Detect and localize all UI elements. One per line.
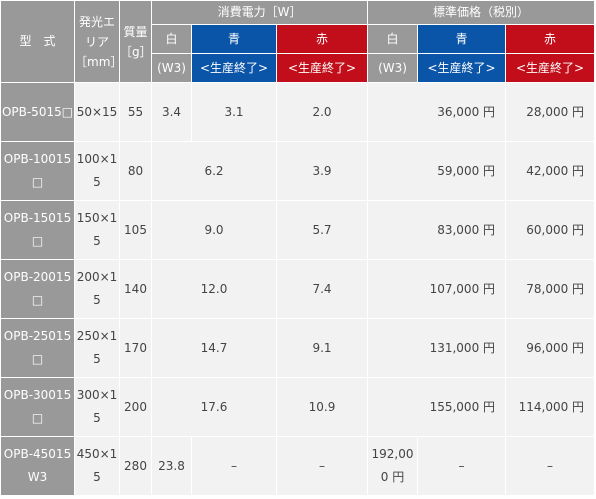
price-blue-cell: – [417,436,507,496]
header-price-blue-status: <生産終了> [427,61,496,75]
model-cell: OPB-5015□ [0,82,75,142]
price-white-blue-cell: 59,000 円 [367,141,507,201]
header-emit-area: 発光エリア［mm］ [74,0,122,83]
header-price-blue-label: 青 [455,32,468,46]
header-price-white-sub: (W3) [367,53,419,83]
model-cell: OPB-15015□ [0,200,75,260]
price-white-blue-cell: 131,000 円 [367,318,507,378]
power-blue-cell: 3.1 [191,82,277,142]
area-cell: 150×15 [74,200,120,260]
header-price-white-code: (W3) [378,61,407,75]
header-price: 標準価格（税別） [367,0,596,25]
price-red-cell: 114,000 円 [505,377,596,437]
header-power-white-code: (W3) [157,61,186,75]
price-red-cell: 78,000 円 [505,259,596,319]
power-red-cell: – [275,436,369,496]
header-power-white-sub: (W3) [151,53,192,83]
header-model: 型 式 [0,0,75,83]
table-row: OPB-30015□ 300×15 200 17.6 10.9 155,000 … [0,377,596,437]
header-power-blue-sub: <生産終了> [191,53,277,83]
header-price-blue-sub: <生産終了> [417,53,507,83]
area-cell: 250×15 [74,318,120,378]
header-power-white-label: 白 [165,32,178,46]
price-white-blue-cell: 36,000 円 [367,82,507,142]
price-red-cell: 28,000 円 [505,82,596,142]
power-white-blue-cell: 12.0 [151,259,277,319]
header-power-red: 赤 [275,24,369,54]
header-power: 消費電力［W］ [150,0,369,25]
price-red-cell: 60,000 円 [505,200,596,260]
price-red-cell: 42,000 円 [505,141,596,201]
power-white-blue-cell: 17.6 [151,377,277,437]
header-power-red-sub: <生産終了> [275,53,369,83]
price-red-cell: – [505,436,596,496]
header-power-white: 白 [151,24,192,54]
price-white-blue-cell: 155,000 円 [367,377,507,437]
header-power-red-label: 赤 [316,32,329,46]
area-cell: 50×15 [74,82,120,142]
price-white-cell: 192,000 円 [367,436,419,496]
power-red-cell: 2.0 [275,82,369,142]
header-price-red-sub: <生産終了> [505,53,596,83]
price-white-blue-cell: 107,000 円 [367,259,507,319]
table-row: OPB-45015W3 450×15 280 23.8 – – 192,000 … [0,436,596,496]
model-cell: OPB-20015□ [0,259,75,319]
header-power-blue-label: 青 [227,32,240,46]
power-red-cell: 10.9 [275,377,369,437]
mass-cell: 200 [119,377,152,437]
header-mass: 質量［g］ [119,0,152,83]
header-power-blue: 青 [191,24,277,54]
table-row: OPB-20015□ 200×15 140 12.0 7.4 107,000 円… [0,259,596,319]
header-price-red-label: 赤 [544,32,557,46]
power-white-blue-cell: 9.0 [151,200,277,260]
price-white-blue-cell: 83,000 円 [367,200,507,260]
power-red-cell: 3.9 [275,141,369,201]
area-cell: 100×15 [74,141,120,201]
mass-cell: 105 [119,200,152,260]
header-price-white-label: 白 [386,32,399,46]
model-cell: OPB-10015□ [0,141,75,201]
power-red-cell: 7.4 [275,259,369,319]
header-price-red-status: <生産終了> [515,61,585,75]
mass-cell: 55 [119,82,152,142]
table-row: OPB-10015□ 100×15 80 6.2 3.9 59,000 円 42… [0,141,596,201]
header-price-white: 白 [367,24,419,54]
power-white-cell: 23.8 [151,436,192,496]
mass-cell: 80 [119,141,152,201]
price-red-cell: 96,000 円 [505,318,596,378]
model-cell: OPB-25015□ [0,318,75,378]
area-cell: 200×15 [74,259,120,319]
header-price-red: 赤 [505,24,596,54]
power-white-blue-cell: 6.2 [151,141,277,201]
area-cell: 450×15 [74,436,120,496]
mass-cell: 170 [119,318,152,378]
header-price-blue: 青 [417,24,507,54]
mass-cell: 280 [119,436,152,496]
table-row: OPB-25015□ 250×15 170 14.7 9.1 131,000 円… [0,318,596,378]
header-power-blue-status: <生産終了> [199,61,269,75]
table-row: OPB-5015□ 50×15 55 3.4 3.1 2.0 36,000 円 … [0,82,596,142]
power-white-blue-cell: 14.7 [151,318,277,378]
area-cell: 300×15 [74,377,120,437]
model-cell: OPB-45015W3 [0,436,75,496]
power-red-cell: 9.1 [275,318,369,378]
power-white-cell: 3.4 [151,82,192,142]
table-row: OPB-15015□ 150×15 105 9.0 5.7 83,000 円 6… [0,200,596,260]
mass-cell: 140 [119,259,152,319]
power-red-cell: 5.7 [275,200,369,260]
power-blue-cell: – [191,436,277,496]
model-cell: OPB-30015□ [0,377,75,437]
header-power-red-status: <生産終了> [287,61,357,75]
